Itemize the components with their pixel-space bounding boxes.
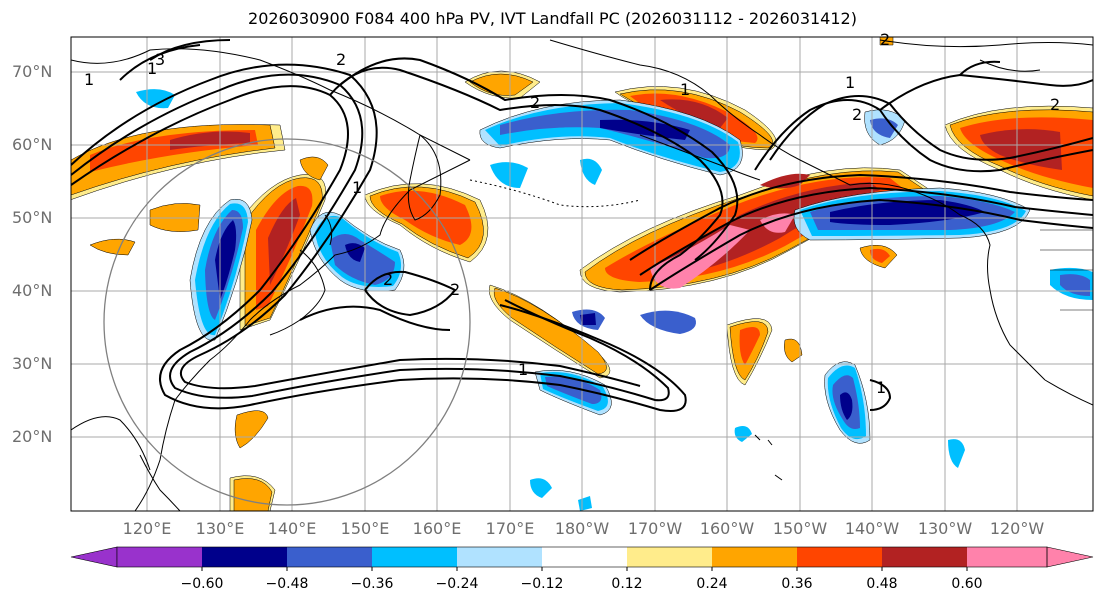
contour-label: 2 (880, 30, 890, 49)
colorbar-bin (797, 547, 882, 567)
lat-label: 50°N (12, 208, 53, 227)
lon-label: 150°E (340, 519, 390, 538)
lat-lon-grid (71, 37, 1093, 511)
colorbar-tick-label: −0.60 (180, 576, 224, 592)
lon-label: 160°E (412, 519, 462, 538)
colorbar-tick-label: 0.12 (611, 576, 643, 592)
colorbar-bin (457, 547, 542, 567)
colorbar-tick-label: 0.48 (866, 576, 898, 592)
colorbar (70, 546, 1094, 571)
landfall-radius-circle (103, 138, 471, 506)
contour-label: 2 (852, 105, 862, 124)
lat-label: 30°N (12, 354, 53, 373)
colorbar-bin (372, 547, 457, 567)
contour-label: 1 (147, 59, 157, 78)
contour-label: 1 (680, 80, 690, 99)
colorbar-tick-label: −0.12 (520, 576, 564, 592)
colorbar-tick-label: −0.24 (435, 576, 479, 592)
lat-label: 60°N (12, 135, 53, 154)
contour-label: 1 (845, 73, 855, 92)
colorbar-tick-label: −0.48 (265, 576, 309, 592)
colorbar-bin (627, 547, 712, 567)
colorbar-extend-low (70, 546, 118, 568)
colorbar-bin (542, 547, 627, 567)
colorbar-bin (882, 547, 967, 567)
colorbar-bin (117, 547, 202, 567)
colorbar-tick-label: −0.36 (350, 576, 394, 592)
colorbar-tick-label: 0.36 (781, 576, 813, 592)
contour-label: 2 (336, 50, 346, 69)
lat-label: 40°N (12, 281, 53, 300)
plot-title: 2026030900 F084 400 hPa PV, IVT Landfall… (248, 9, 857, 28)
colorbar-bin (967, 547, 1047, 567)
lon-label: 140°E (267, 519, 317, 538)
ivt-contours (71, 39, 1093, 412)
contour-label: 1 (518, 360, 528, 379)
lon-label: 130°E (195, 519, 245, 538)
contour-label: 2 (383, 270, 393, 289)
contour-labels: 1 2 3 2 1 1 2 2 2 1 1 2 2 1 1 (84, 30, 1060, 397)
lon-label: 180°W (554, 519, 610, 538)
colorbar-tick-label: 0.24 (696, 576, 728, 592)
colorbar-extend-high (1046, 546, 1094, 568)
colorbar-bin (287, 547, 372, 567)
lon-label: 140°W (844, 519, 900, 538)
contour-label: 3 (155, 50, 165, 69)
map-frame (70, 36, 1094, 512)
lat-label: 70°N (12, 62, 53, 81)
contour-label: 2 (450, 280, 460, 299)
lon-label: 130°W (917, 519, 973, 538)
colorbar-bin (712, 547, 797, 567)
contour-label: 1 (352, 178, 362, 197)
lon-label: 170°E (485, 519, 535, 538)
lon-label: 150°W (772, 519, 828, 538)
contour-label: 1 (84, 70, 94, 89)
lon-label: 120°E (122, 519, 172, 538)
contour-label: 1 (876, 378, 886, 397)
lon-label: 170°W (627, 519, 683, 538)
colorbar-outline (116, 546, 1048, 568)
lon-label: 120°W (989, 519, 1045, 538)
lat-label: 20°N (12, 427, 53, 446)
colorbar-tick-label: 0.60 (951, 576, 983, 592)
coastlines (71, 39, 1093, 511)
colorbar-bin (202, 547, 287, 567)
lon-label: 160°W (699, 519, 755, 538)
contour-label: 2 (1050, 95, 1060, 114)
contour-label: 2 (530, 93, 540, 112)
